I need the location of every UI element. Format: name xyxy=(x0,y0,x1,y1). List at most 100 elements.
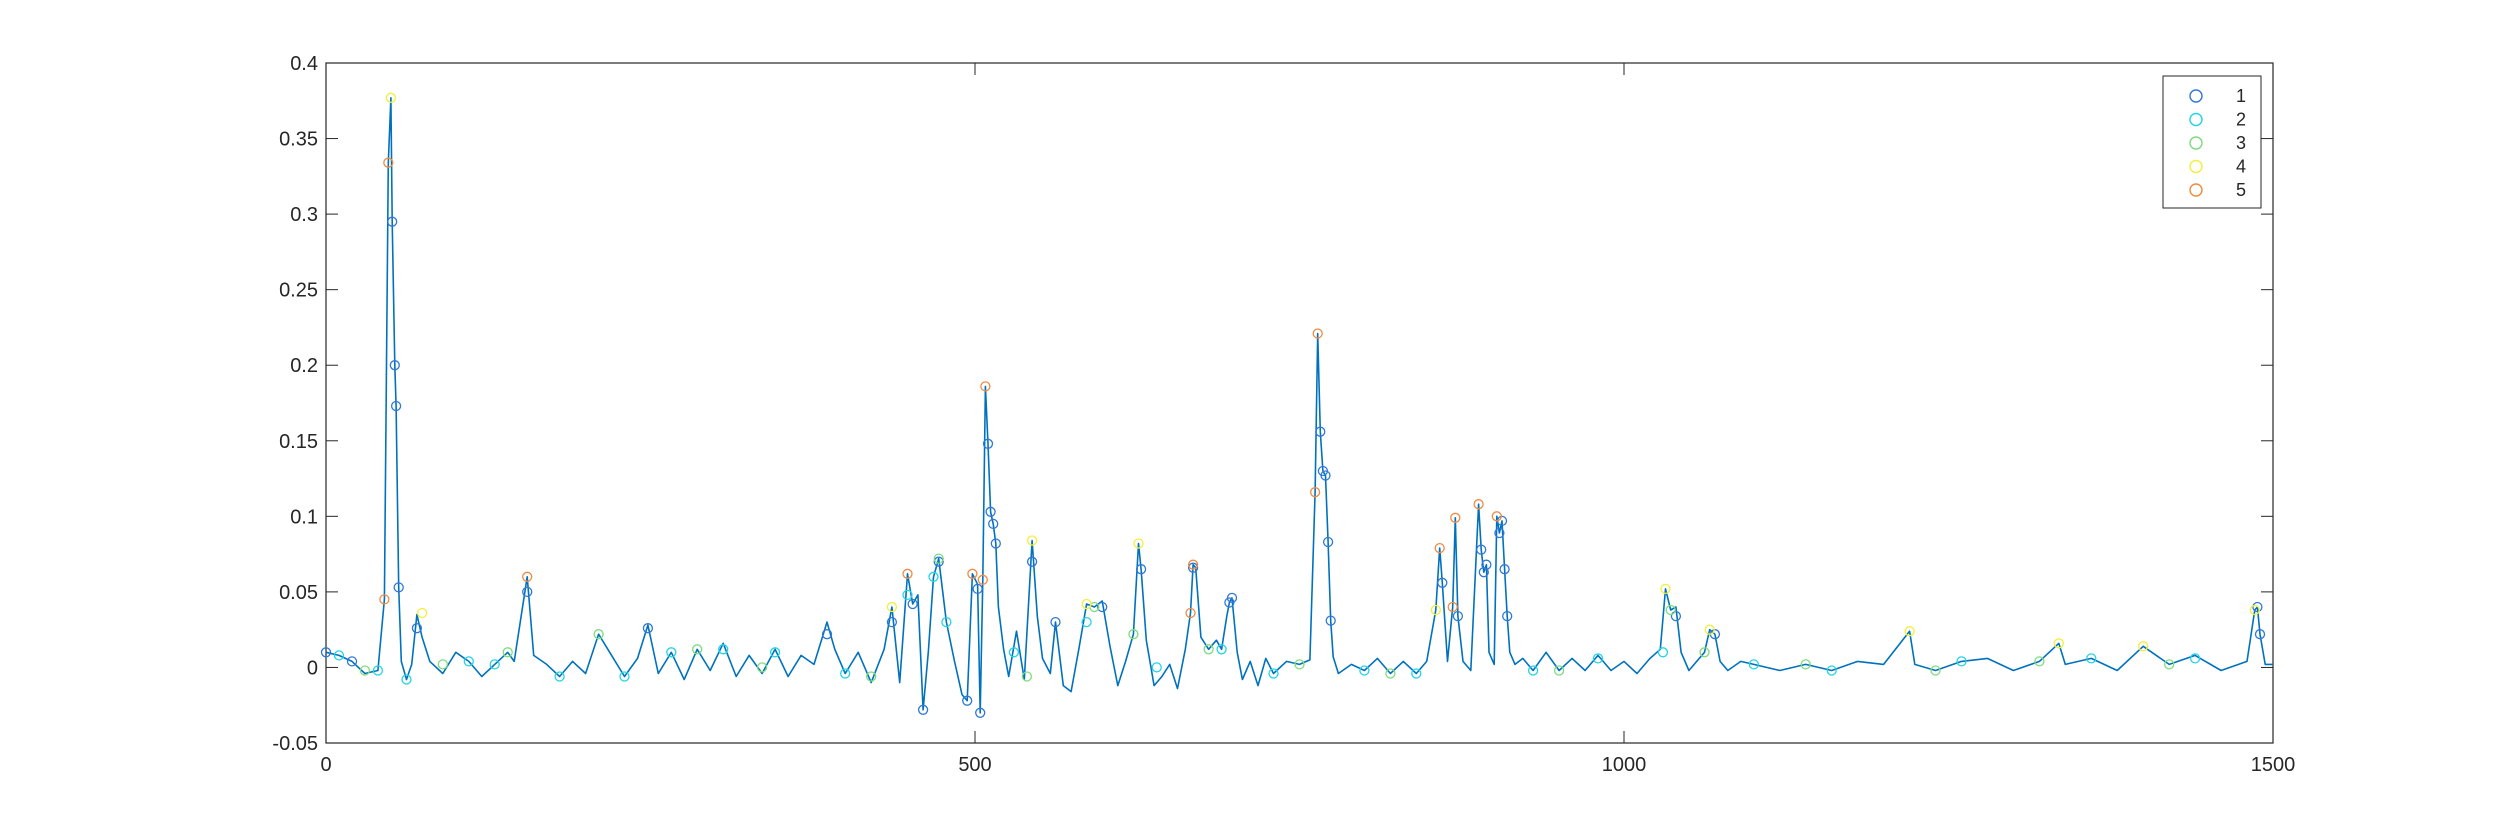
data-point-series-1 xyxy=(1502,610,1513,622)
data-point-series-1 xyxy=(1478,567,1489,578)
x-axis-ticks: 0 500 1000 1500 xyxy=(320,63,2295,776)
data-point-series-3 xyxy=(1128,629,1139,640)
legend-box xyxy=(2162,75,2262,209)
legend-marker-3 xyxy=(2189,136,2203,150)
data-point-series-1 xyxy=(1050,616,1061,628)
data-point-series-5 xyxy=(977,574,988,585)
data-point-series-1 xyxy=(346,656,358,667)
data-point-series-2 xyxy=(718,644,729,655)
data-point-series-2 xyxy=(1826,665,1837,676)
data-point-series-3 xyxy=(1800,659,1811,670)
data-point-series-3 xyxy=(756,662,768,673)
data-point-series-4 xyxy=(1430,604,1441,616)
y-tick-label: 0 xyxy=(307,657,318,679)
data-point-series-3 xyxy=(1385,668,1396,679)
data-point-series-4 xyxy=(1026,535,1038,546)
data-point-series-1 xyxy=(962,695,973,706)
data-point-series-3 xyxy=(2034,656,2045,667)
data-point-series-2 xyxy=(1592,653,1604,664)
data-point-series-3 xyxy=(502,647,513,658)
data-point-series-4 xyxy=(1133,538,1144,549)
data-point-series-1 xyxy=(886,616,898,628)
y-tick-label: -0.05 xyxy=(272,733,318,755)
y-tick-label: 0.1 xyxy=(290,506,318,528)
data-point-series-1 xyxy=(411,623,423,634)
data-point-series-5 xyxy=(1312,328,1323,339)
data-point-series-1 xyxy=(985,506,996,517)
data-point-series-3 xyxy=(933,553,944,564)
data-point-series-2 xyxy=(902,589,913,601)
data-point-series-4 xyxy=(1904,626,1915,637)
data-point-series-1 xyxy=(1135,564,1147,575)
data-point-series-5 xyxy=(1185,607,1196,619)
data-point-series-1 xyxy=(972,583,983,595)
data-point-series-1 xyxy=(1097,601,1108,613)
data-point-series-1 xyxy=(1187,562,1199,573)
data-point-series-1 xyxy=(2252,601,2263,613)
data-point-series-3 xyxy=(1203,644,1214,655)
data-point-series-4 xyxy=(2138,641,2149,652)
data-point-series-2 xyxy=(840,668,851,679)
data-point-series-3 xyxy=(1699,647,1710,658)
data-point-series-1 xyxy=(907,598,918,610)
data-point-series-5 xyxy=(1434,542,1445,554)
data-point-series-3 xyxy=(1553,665,1565,676)
data-point-series-1 xyxy=(1322,536,1334,548)
data-point-series-2 xyxy=(372,665,384,676)
data-point-series-1 xyxy=(1476,544,1487,555)
data-point-series-3 xyxy=(437,659,448,670)
data-point-series-2 xyxy=(554,671,565,682)
data-point-series-2 xyxy=(1216,644,1227,655)
plot-area: 0 500 1000 1500 -0.0500.050.10.150.20.250.3… xyxy=(272,53,2295,776)
data-point-series-4 xyxy=(1660,583,1671,595)
data-point-series-1 xyxy=(642,623,654,634)
x-tick-label: 0 xyxy=(320,754,331,776)
legend-label-1: 1 xyxy=(2236,86,2246,106)
data-point-series-3 xyxy=(1665,604,1676,616)
y-tick-label: 0.35 xyxy=(279,129,318,151)
data-point-series-4 xyxy=(1704,624,1715,635)
data-point-series-3 xyxy=(2164,659,2175,670)
data-point-series-1 xyxy=(1226,592,1238,604)
data-point-series-1 xyxy=(1315,426,1326,437)
data-point-series-5 xyxy=(980,381,991,392)
legend-label-2: 2 xyxy=(2236,110,2246,130)
y-tick-label: 0.05 xyxy=(279,582,318,604)
data-point-series-1 xyxy=(933,556,944,567)
data-point-series-3 xyxy=(359,665,371,676)
y-axis-ticks: -0.05 0 0.05 0.1 0.15 0.2 0.25 0.3 0.35 0.4 xyxy=(272,53,2273,755)
legend-marker-2 xyxy=(2189,112,2203,127)
data-point-series-3 xyxy=(866,671,877,682)
data-point-series-5 xyxy=(383,157,394,168)
legend-label-4: 4 xyxy=(2236,157,2246,177)
data-point-series-4 xyxy=(1081,598,1092,610)
data-point-series-1 xyxy=(320,647,332,658)
data-point-series-3 xyxy=(1021,671,1033,682)
data-point-series-1 xyxy=(1499,564,1510,575)
data-point-series-2 xyxy=(1956,656,1967,667)
legend-label-3: 3 xyxy=(2236,133,2246,153)
y-tick-label: 0.4 xyxy=(290,53,318,75)
data-point-series-2 xyxy=(2086,653,2097,664)
data-point-series-2 xyxy=(333,650,345,661)
data-point-series-5 xyxy=(1491,511,1502,522)
data-point-series-2 xyxy=(769,647,781,658)
data-point-series-1 xyxy=(821,629,833,640)
data-point-series-4 xyxy=(416,607,428,619)
data-point-series-1 xyxy=(393,582,404,593)
data-point-series-1 xyxy=(917,704,929,715)
data-point-series-2 xyxy=(2189,653,2201,664)
data-point-series-1 xyxy=(975,707,986,718)
data-point-series-3 xyxy=(1294,659,1305,670)
x-tick-label: 1000 xyxy=(1602,754,1647,776)
data-point-series-2 xyxy=(1657,647,1669,658)
y-tick-label: 0.25 xyxy=(279,280,318,302)
data-point-series-3 xyxy=(692,644,703,655)
data-point-series-5 xyxy=(522,571,533,582)
data-point-series-2 xyxy=(1359,665,1370,676)
data-point-series-1 xyxy=(389,360,400,371)
data-point-series-4 xyxy=(2053,638,2064,649)
data-point-series-1 xyxy=(1481,559,1492,570)
y-tick-label: 0.3 xyxy=(290,204,318,226)
data-point-series-1 xyxy=(387,216,398,227)
